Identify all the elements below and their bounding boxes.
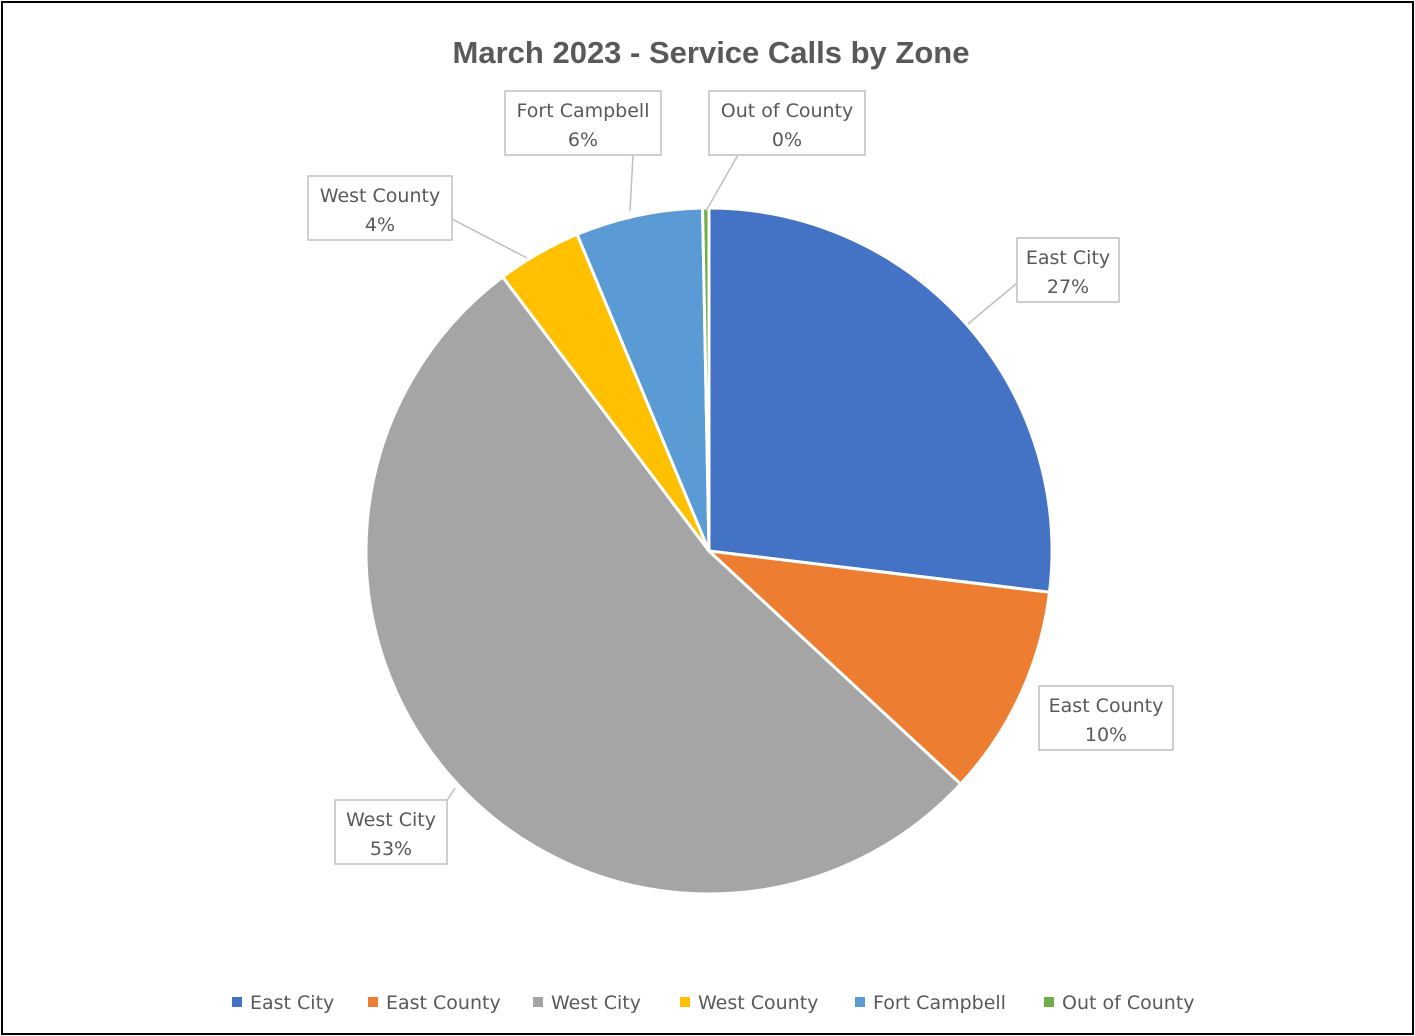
legend-marker-fort-campbell [855, 997, 865, 1007]
data-label-percent-east-county: 10% [1085, 724, 1127, 746]
legend-item-east-county[interactable]: East County [386, 992, 501, 1014]
legend-item-fort-campbell[interactable]: Fort Campbell [873, 992, 1006, 1014]
legend-marker-east-county [368, 997, 378, 1007]
legend-marker-west-county [680, 997, 690, 1007]
data-label-percent-west-city: 53% [370, 838, 412, 860]
legend-item-east-city[interactable]: East City [250, 992, 334, 1014]
data-label-name-east-county: East County [1049, 695, 1164, 717]
pie-chart: March 2023 - Service Calls by Zone East … [232, 35, 1195, 1014]
data-label-percent-east-city: 27% [1047, 276, 1089, 298]
chart-title: March 2023 - Service Calls by Zone [453, 35, 970, 70]
data-label-name-fort-campbell: Fort Campbell [517, 100, 650, 122]
legend-item-west-city[interactable]: West City [551, 992, 641, 1014]
legend-marker-west-city [533, 997, 543, 1007]
legend: East City East County West City West County… [232, 992, 1195, 1014]
pie-slices [364, 206, 1054, 896]
data-label-name-west-city: West City [346, 809, 436, 831]
legend-marker-out-of-county [1044, 997, 1054, 1007]
slice-east-city[interactable] [707, 206, 1054, 594]
data-label-box-east-city [1016, 237, 1120, 303]
data-label-box-fort-campbell [504, 90, 662, 156]
data-label-percent-west-county: 4% [365, 214, 395, 236]
slice-out-of-county[interactable] [701, 206, 711, 553]
data-label-name-west-county: West County [320, 185, 440, 207]
leader-line-fort-campbell [629, 154, 634, 212]
data-label-box-east-county [1038, 685, 1174, 751]
legend-item-west-county[interactable]: West County [698, 992, 818, 1014]
leader-line-out-of-county [705, 154, 739, 212]
data-label-percent-out-of-county: 0% [772, 129, 802, 151]
data-label-box-west-city [334, 799, 448, 865]
slice-fort-campbell[interactable] [575, 206, 711, 553]
leader-line-west-county [451, 214, 528, 259]
data-label-name-east-city: East City [1026, 247, 1110, 269]
legend-item-out-of-county[interactable]: Out of County [1062, 992, 1195, 1014]
legend-marker-east-city [232, 997, 242, 1007]
slice-east-county[interactable] [707, 549, 1052, 786]
slice-west-city[interactable] [364, 275, 963, 896]
data-label-percent-fort-campbell: 6% [568, 129, 598, 151]
data-labels: East City 27% East County 10% West City 53% We… [307, 90, 1174, 865]
leader-line-east-city [967, 282, 1018, 325]
data-label-name-out-of-county: Out of County [721, 100, 854, 122]
data-label-box-out-of-county [708, 90, 866, 156]
data-label-box-west-county [307, 175, 453, 241]
